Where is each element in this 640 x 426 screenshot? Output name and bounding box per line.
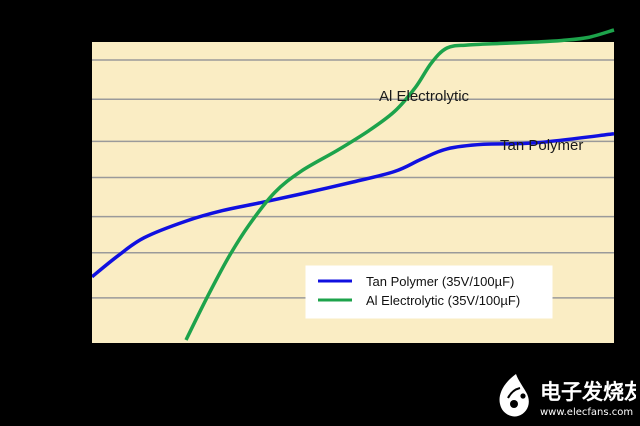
legend-box [305,265,553,319]
gridlines [92,59,614,299]
logo-icon [499,374,529,417]
watermark: 电子发烧友 www.elecfans.com [499,374,636,418]
annotation-al-electrolytic: Al Electrolytic [379,88,470,105]
legend-label-tan-polymer: Tan Polymer (35V/100µF) [366,274,514,289]
annotation-tan-polymer: Tan Polymer [500,137,583,154]
series-lines [92,28,615,341]
series-line-0 [92,132,615,279]
legend-label-al-electrolytic: Al Electrolytic (35V/100µF) [366,293,520,308]
watermark-url: www.elecfans.com [540,407,633,418]
series-line-1 [184,28,615,341]
legend: Tan Polymer (35V/100µF) Al Electrolytic … [305,265,553,319]
watermark-text: 电子发烧友 [540,380,636,404]
